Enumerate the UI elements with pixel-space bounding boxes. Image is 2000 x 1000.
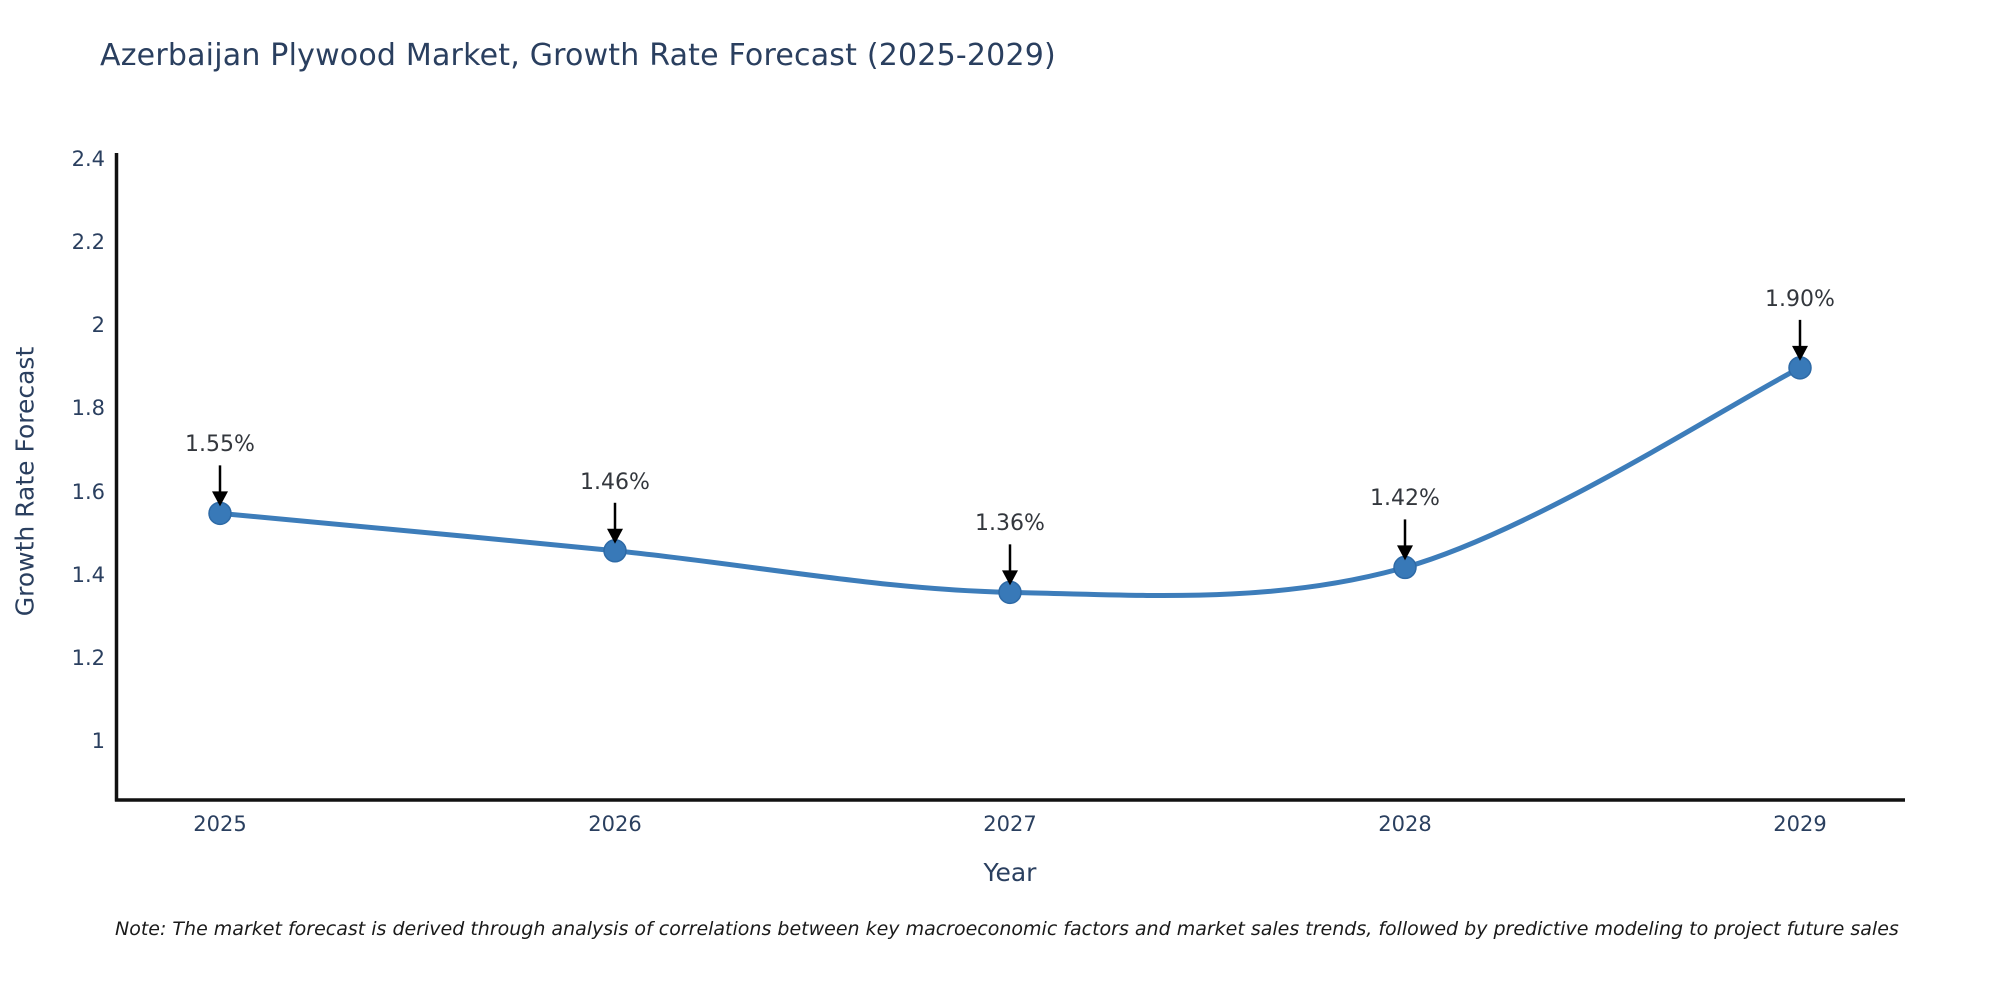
y-tick-label: 2 — [91, 313, 105, 338]
y-tick-label: 1.8 — [71, 396, 105, 421]
y-tick-label: 1.2 — [71, 645, 105, 670]
y-tick-label: 2.4 — [71, 147, 105, 172]
annotation-arrowhead — [212, 491, 228, 507]
data-point-label: 1.42% — [1370, 486, 1440, 512]
annotation-arrowhead — [607, 528, 623, 544]
y-tick-label: 2.2 — [71, 230, 105, 255]
y-tick-label: 1.6 — [71, 479, 105, 504]
x-axis-title: Year — [983, 858, 1037, 887]
x-tick-label: 2025 — [193, 812, 247, 836]
x-tick-label: 2026 — [588, 812, 642, 836]
x-tick-label: 2029 — [1773, 812, 1827, 836]
footnote: Note: The market forecast is derived thr… — [115, 918, 1899, 940]
data-point-label: 1.36% — [975, 511, 1045, 537]
y-tick-label: 1 — [91, 729, 105, 753]
data-point-label: 1.55% — [185, 432, 255, 458]
annotation-arrowhead — [1397, 545, 1413, 561]
chart-title: Azerbaijan Plywood Market, Growth Rate F… — [100, 38, 1056, 73]
data-point-label: 1.46% — [580, 469, 650, 495]
y-tick-label: 1.4 — [71, 562, 105, 587]
x-tick-label: 2027 — [983, 812, 1037, 836]
data-point-label: 1.90% — [1765, 286, 1835, 312]
annotation-arrowhead — [1792, 345, 1808, 361]
annotation-arrowhead — [1002, 570, 1018, 586]
x-tick-label: 2028 — [1378, 812, 1432, 836]
